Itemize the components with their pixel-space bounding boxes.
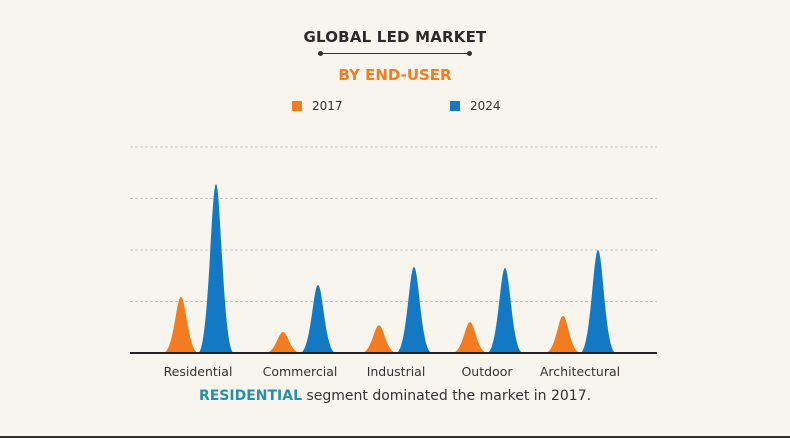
peak-2024-commercial — [300, 285, 336, 353]
peak-2024-industrial — [396, 266, 432, 353]
legend-label-2024: 2024 — [470, 99, 501, 113]
legend-label-2017: 2017 — [312, 99, 343, 113]
peak-2017-commercial — [265, 331, 301, 353]
caption-highlight: RESIDENTIAL — [198, 388, 303, 404]
peak-2024-outdoor — [487, 268, 523, 353]
peak-2017-industrial — [361, 325, 397, 353]
x-tick-label: Architectural — [540, 364, 620, 379]
legend-item-2017: 2017 — [292, 99, 343, 113]
peak-2024-residential — [198, 184, 234, 353]
peak-2024-architectural — [580, 250, 616, 353]
legend-swatch-2024 — [450, 101, 460, 111]
x-tick-label: Industrial — [367, 364, 426, 379]
x-tick-label: Residential — [164, 364, 233, 379]
x-tick-label: Commercial — [263, 364, 338, 379]
x-tick-label: Outdoor — [461, 364, 513, 379]
peak-2017-residential — [163, 296, 199, 353]
chart-title: GLOBAL LED MARKET — [303, 28, 487, 46]
peak-2017-outdoor — [452, 322, 488, 353]
legend-item-2024: 2024 — [450, 99, 501, 113]
title-divider — [318, 51, 472, 56]
legend-swatch-2017 — [292, 101, 302, 111]
caption-text: segment dominated the market in 2017. — [302, 388, 592, 404]
peak-2017-architectural — [545, 315, 581, 353]
chart-subtitle: BY END-USER — [338, 66, 452, 84]
chart-caption: RESIDENTIAL segment dominated the market… — [0, 388, 790, 404]
